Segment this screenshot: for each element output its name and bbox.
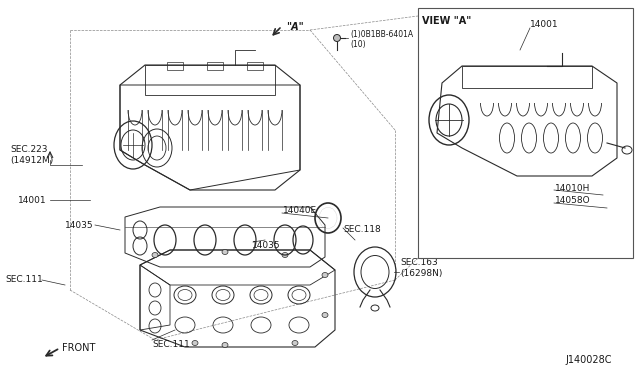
- Text: SEC.163
(16298N): SEC.163 (16298N): [400, 258, 442, 278]
- Text: FRONT: FRONT: [62, 343, 95, 353]
- Text: SEC.111: SEC.111: [5, 276, 43, 285]
- Text: J140028C: J140028C: [565, 355, 611, 365]
- Text: 14010H: 14010H: [555, 183, 590, 192]
- Text: 14001: 14001: [18, 196, 47, 205]
- Text: SEC.111: SEC.111: [152, 340, 189, 349]
- Bar: [167, 62, 183, 70]
- Ellipse shape: [322, 273, 328, 278]
- Ellipse shape: [222, 250, 228, 254]
- Text: 14058O: 14058O: [555, 196, 591, 205]
- Text: 14040E: 14040E: [283, 205, 317, 215]
- Text: 14001: 14001: [530, 20, 559, 29]
- Bar: [418, 8, 633, 258]
- Ellipse shape: [222, 343, 228, 347]
- Ellipse shape: [152, 253, 158, 257]
- Bar: [207, 62, 223, 70]
- Ellipse shape: [322, 312, 328, 317]
- Bar: [247, 62, 263, 70]
- Ellipse shape: [292, 340, 298, 346]
- Ellipse shape: [282, 253, 288, 257]
- Text: (1)0B1BB-6401A
(10): (1)0B1BB-6401A (10): [350, 30, 413, 49]
- Text: VIEW "A": VIEW "A": [422, 16, 471, 26]
- Text: 14035: 14035: [252, 241, 280, 250]
- Text: 14035: 14035: [65, 221, 93, 230]
- Text: "A": "A": [286, 22, 304, 32]
- Ellipse shape: [192, 340, 198, 346]
- Text: SEC.223
(14912M): SEC.223 (14912M): [10, 145, 53, 165]
- Ellipse shape: [333, 35, 340, 42]
- Text: SEC.118: SEC.118: [343, 225, 381, 234]
